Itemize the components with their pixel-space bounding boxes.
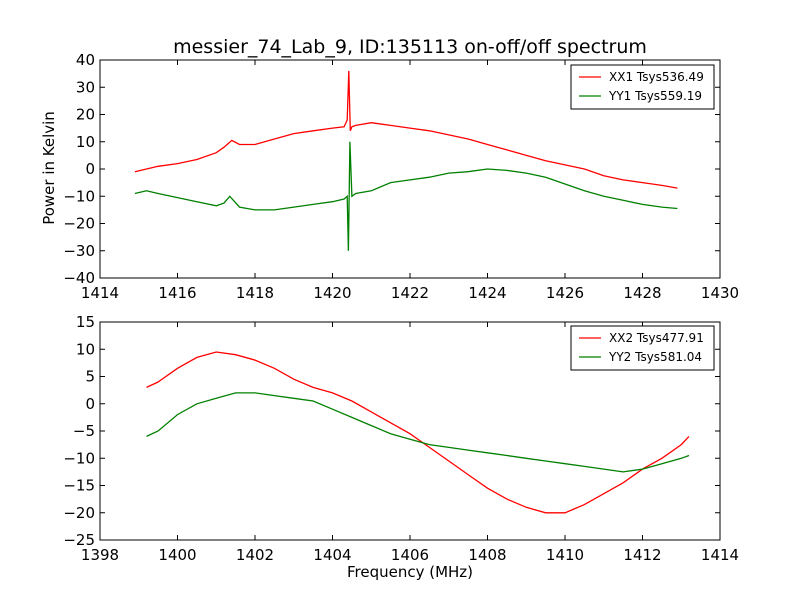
- x-tick-label: 1424: [468, 284, 506, 302]
- y-tick-label: 20: [76, 106, 95, 124]
- legend-label: YY2 Tsys581.04: [608, 350, 702, 364]
- x-tick-label: 1414: [701, 546, 739, 564]
- y-tick-label: 0: [85, 395, 95, 413]
- x-tick-label: 1430: [701, 284, 739, 302]
- x-tick-label: 1410: [546, 546, 584, 564]
- legend: XX2 Tsys477.91 YY2 Tsys581.04: [570, 325, 715, 371]
- x-tick-label: 1420: [313, 284, 351, 302]
- x-tick-label: 1416: [158, 284, 196, 302]
- x-tick-label: 1426: [546, 284, 584, 302]
- legend-label: XX1 Tsys536.49: [609, 70, 704, 84]
- x-tick-label: 1422: [391, 284, 429, 302]
- x-tick-label: 1408: [468, 546, 506, 564]
- legend-label: YY1 Tsys559.19: [608, 89, 702, 103]
- x-axis-label: Frequency (MHz): [347, 563, 473, 581]
- bottom-panel: 1398 1400 1402 1404 1406 1408 1410 1412 1414 15 10…: [63, 313, 739, 564]
- series-line-yy: [134, 141, 678, 251]
- x-tick-label: 1400: [158, 546, 196, 564]
- y-tick-label: −10: [63, 449, 95, 467]
- y-tick-label: 10: [76, 133, 95, 151]
- series-line-yy: [146, 392, 690, 473]
- y-tick-label: 10: [76, 340, 95, 358]
- y-axis-label: Power in Kelvin: [40, 111, 58, 225]
- legend-box: [570, 325, 715, 371]
- x-tick-label: 1406: [391, 546, 429, 564]
- legend-box: [570, 64, 715, 110]
- y-tick-label: −30: [63, 242, 95, 260]
- y-tick-label: 5: [85, 368, 95, 386]
- y-tick-label: 0: [85, 160, 95, 178]
- y-tick-label: −40: [63, 269, 95, 287]
- legend: XX1 Tsys536.49 YY1 Tsys559.19: [570, 64, 715, 110]
- legend-label: XX2 Tsys477.91: [609, 331, 704, 345]
- y-tick-label: −20: [63, 504, 95, 522]
- x-tick-label: 1412: [623, 546, 661, 564]
- figure-title: messier_74_Lab_9, ID:135113 on-off/off s…: [173, 36, 647, 58]
- y-tick-label: 40: [76, 51, 95, 69]
- y-tick-label: −25: [63, 531, 95, 549]
- y-tick-label: 15: [76, 313, 95, 331]
- top-panel: 1414 1416 1418 1420 1422 1424 1426 1428 1430 40 30…: [63, 51, 739, 302]
- y-tick-label: −15: [63, 477, 95, 495]
- x-tick-label: 1428: [623, 284, 661, 302]
- x-tick-label: 1404: [313, 546, 351, 564]
- x-tick-label: 1398: [81, 546, 119, 564]
- x-tick-label: 1418: [236, 284, 274, 302]
- y-tick-label: −10: [63, 187, 95, 205]
- series-line-xx: [146, 351, 690, 514]
- y-tick-label: −5: [73, 422, 95, 440]
- y-tick-label: −20: [63, 215, 95, 233]
- series-line-xx: [134, 70, 678, 189]
- x-tick-label: 1402: [236, 546, 274, 564]
- y-tick-label: 30: [76, 78, 95, 96]
- x-tick-label: 1414: [81, 284, 119, 302]
